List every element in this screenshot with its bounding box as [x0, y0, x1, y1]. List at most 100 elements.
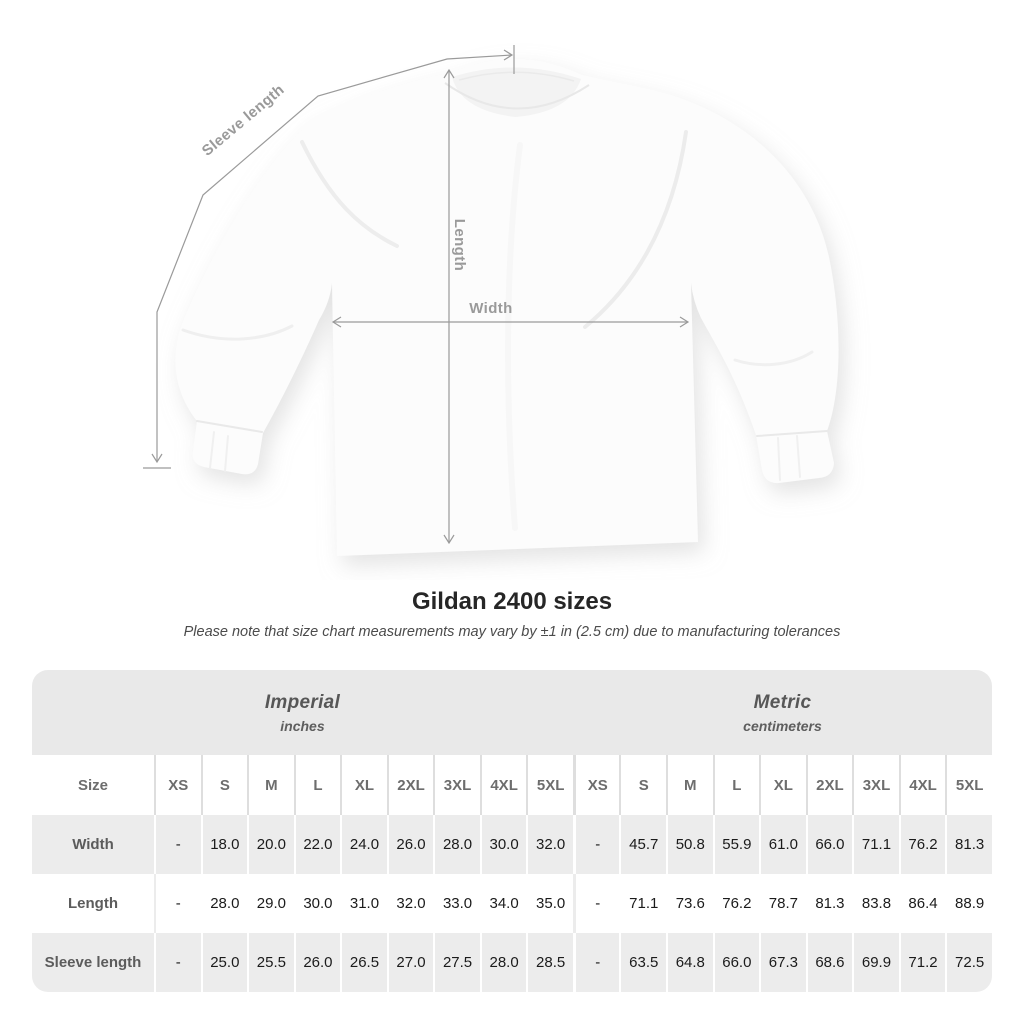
table-cell: 76.2 — [712, 874, 760, 933]
length-line — [443, 68, 455, 545]
size-col-header: XL — [340, 755, 387, 815]
table-cell: 66.0 — [712, 933, 760, 992]
table-cell: 88.9 — [945, 874, 992, 933]
fabric-folds — [181, 130, 828, 531]
shirt-illustration — [175, 58, 839, 556]
table-cell: 20.0 — [247, 815, 294, 874]
table-cell: 68.6 — [805, 933, 853, 992]
table-cell: 35.0 — [526, 874, 573, 933]
size-header-row: Size XS S M L XL 2XL 3XL 4XL 5XL XS S M L XL 2XL 3XL 4XL… — [32, 755, 992, 815]
table-cell: 78.7 — [759, 874, 806, 933]
size-col-header: 2XL — [805, 755, 853, 815]
width-label: Width — [469, 300, 513, 317]
table-cell: 76.2 — [898, 815, 946, 874]
table-cell: 24.0 — [340, 815, 387, 874]
measurement-lines — [143, 45, 690, 545]
size-column-header: Size — [32, 755, 154, 815]
size-col-header: L — [293, 755, 341, 815]
row-label: Width — [32, 815, 154, 874]
table-cell: 71.1 — [619, 874, 667, 933]
table-cell: 26.5 — [340, 933, 387, 992]
table-cell: 18.0 — [200, 815, 248, 874]
length-label: Length — [451, 219, 468, 271]
table-cell: - — [154, 815, 201, 874]
size-col-header: 5XL — [945, 755, 992, 815]
size-col-header: M — [666, 755, 713, 815]
row-label: Length — [32, 874, 154, 933]
size-disclaimer: Please note that size chart measurements… — [183, 624, 841, 640]
size-col-header: S — [619, 755, 667, 815]
table-cell: 64.8 — [666, 933, 713, 992]
size-col-header: 3XL — [433, 755, 480, 815]
collar-rib-line — [458, 71, 575, 82]
table-cell: 50.8 — [666, 815, 713, 874]
size-chart: Imperial inches Metric centimeters Size … — [32, 670, 992, 992]
table-cell: 30.0 — [479, 815, 527, 874]
table-cell: 27.5 — [433, 933, 480, 992]
size-col-header: 5XL — [526, 755, 573, 815]
table-cell: 81.3 — [805, 874, 853, 933]
size-col-header: XS — [572, 755, 620, 815]
table-row-width: Width -18.0 20.0 22.0 24.0 26.0 28.0 30.0 32.0-… — [32, 815, 992, 874]
table-cell: 25.5 — [247, 933, 294, 992]
table-cell: 25.0 — [200, 933, 248, 992]
table-cell: 30.0 — [293, 874, 341, 933]
table-cell: 55.9 — [712, 815, 760, 874]
table-cell: - — [154, 933, 201, 992]
table-cell: 86.4 — [898, 874, 946, 933]
shirt-diagram: Sleeve length Length Width — [143, 45, 839, 556]
table-cell: 63.5 — [619, 933, 667, 992]
table-cell: 22.0 — [293, 815, 341, 874]
table-cell: 34.0 — [479, 874, 527, 933]
table-row-sleeve-length: Sleeve length -25.0 25.5 26.0 26.5 27.0 27.5 2… — [32, 933, 992, 992]
size-col-header: XL — [759, 755, 806, 815]
size-col-header: 4XL — [479, 755, 527, 815]
size-col-header: XS — [154, 755, 201, 815]
table-cell: 26.0 — [293, 933, 341, 992]
table-cell: 67.3 — [759, 933, 806, 992]
metric-subtitle: centimeters — [743, 717, 822, 734]
sleeve-length-label: Sleeve length — [199, 81, 288, 160]
unit-band-row: Imperial inches Metric centimeters — [32, 670, 992, 755]
table-cell: 28.0 — [479, 933, 527, 992]
page-title: Gildan 2400 sizes — [411, 588, 613, 615]
table-cell: 28.5 — [526, 933, 573, 992]
table-cell: 83.8 — [852, 874, 899, 933]
table-cell: 61.0 — [759, 815, 806, 874]
table-cell: 66.0 — [805, 815, 853, 874]
size-col-header: S — [200, 755, 248, 815]
table-cell: 71.1 — [852, 815, 899, 874]
sleeve-length-line — [143, 45, 515, 469]
row-label: Sleeve length — [32, 933, 154, 992]
size-col-header: M — [247, 755, 294, 815]
table-cell: 28.0 — [433, 815, 480, 874]
table-cell: 33.0 — [433, 874, 480, 933]
size-col-header: 4XL — [898, 755, 946, 815]
table-cell: 29.0 — [247, 874, 294, 933]
table-row-length: Length -28.0 29.0 30.0 31.0 32.0 33.0 34.0 35.0… — [32, 874, 992, 933]
table-cell: 32.0 — [386, 874, 434, 933]
table-cell: - — [572, 815, 620, 874]
table-cell: 81.3 — [945, 815, 992, 874]
size-col-header: L — [712, 755, 760, 815]
table-cell: 71.2 — [898, 933, 946, 992]
collar-seam — [444, 82, 590, 110]
size-col-header: 2XL — [386, 755, 434, 815]
metric-header: Metric centimeters — [572, 670, 992, 755]
table-cell: 28.0 — [200, 874, 248, 933]
table-cell: - — [572, 874, 620, 933]
table-cell: 32.0 — [526, 815, 573, 874]
table-cell: 69.9 — [852, 933, 899, 992]
table-cell: 72.5 — [945, 933, 992, 992]
imperial-title: Imperial — [264, 691, 341, 713]
table-cell: - — [154, 874, 201, 933]
table-cell: - — [572, 933, 620, 992]
width-line — [331, 316, 690, 328]
size-chart-table: Imperial inches Metric centimeters Size … — [32, 670, 992, 992]
table-cell: 26.0 — [386, 815, 434, 874]
table-cell: 45.7 — [619, 815, 667, 874]
metric-title: Metric — [753, 691, 812, 713]
table-cell: 27.0 — [386, 933, 434, 992]
imperial-header: Imperial inches — [32, 670, 573, 755]
